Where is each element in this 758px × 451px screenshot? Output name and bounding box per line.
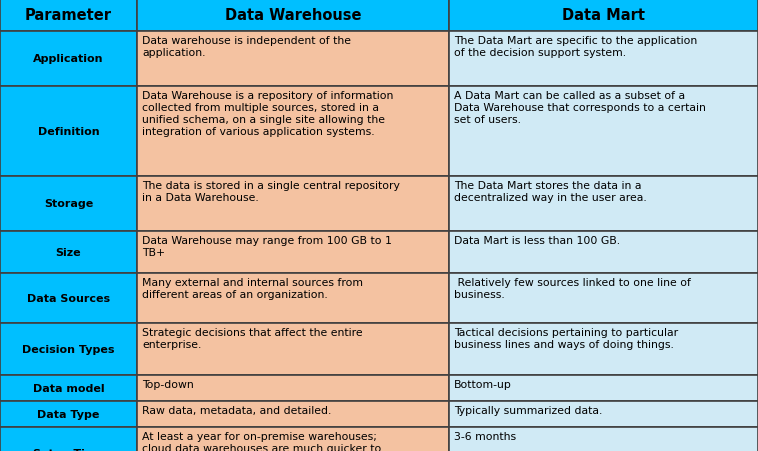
Text: Data Mart is less than 100 GB.: Data Mart is less than 100 GB. — [454, 235, 620, 245]
Text: 3-6 months: 3-6 months — [454, 431, 516, 441]
Text: Definition: Definition — [38, 127, 99, 137]
Text: Decision Types: Decision Types — [22, 344, 114, 354]
Text: Data warehouse is independent of the
application.: Data warehouse is independent of the app… — [142, 36, 351, 58]
Bar — [137, 177, 449, 231]
Bar — [449, 87, 758, 177]
Bar — [137, 32, 449, 87]
Text: Data Warehouse may range from 100 GB to 1
TB+: Data Warehouse may range from 100 GB to … — [142, 235, 392, 258]
Bar — [449, 401, 758, 427]
Text: Bottom-up: Bottom-up — [454, 379, 512, 389]
Text: A Data Mart can be called as a subset of a
Data Warehouse that corresponds to a : A Data Mart can be called as a subset of… — [454, 91, 706, 125]
Bar — [449, 0, 758, 32]
Bar — [0, 177, 137, 231]
Text: Parameter: Parameter — [25, 9, 112, 23]
Text: Size: Size — [55, 248, 81, 258]
Bar — [137, 323, 449, 375]
Text: Top-down: Top-down — [142, 379, 194, 389]
Bar — [0, 0, 137, 32]
Text: Data Sources: Data Sources — [27, 293, 110, 304]
Bar — [0, 323, 137, 375]
Bar — [137, 273, 449, 323]
Bar — [0, 401, 137, 427]
Text: Data model: Data model — [33, 383, 105, 393]
Text: The Data Mart are specific to the application
of the decision support system.: The Data Mart are specific to the applic… — [454, 36, 697, 58]
Bar — [449, 32, 758, 87]
Text: Tactical decisions pertaining to particular
business lines and ways of doing thi: Tactical decisions pertaining to particu… — [454, 327, 678, 349]
Text: Strategic decisions that affect the entire
enterprise.: Strategic decisions that affect the enti… — [142, 327, 362, 349]
Bar — [137, 87, 449, 177]
Bar — [0, 231, 137, 273]
Text: Application: Application — [33, 55, 104, 64]
Bar — [0, 87, 137, 177]
Bar — [449, 231, 758, 273]
Text: Data Type: Data Type — [37, 409, 100, 419]
Text: Typically summarized data.: Typically summarized data. — [454, 405, 603, 415]
Bar — [0, 375, 137, 401]
Bar — [137, 231, 449, 273]
Bar — [137, 401, 449, 427]
Text: Raw data, metadata, and detailed.: Raw data, metadata, and detailed. — [142, 405, 331, 415]
Text: Data Mart: Data Mart — [562, 9, 645, 23]
Bar — [449, 323, 758, 375]
Bar — [449, 375, 758, 401]
Bar — [449, 273, 758, 323]
Text: Many external and internal sources from
different areas of an organization.: Many external and internal sources from … — [142, 277, 363, 299]
Text: At least a year for on-premise warehouses;
cloud data warehouses are much quicke: At least a year for on-premise warehouse… — [142, 431, 381, 451]
Text: Data Warehouse is a repository of information
collected from multiple sources, s: Data Warehouse is a repository of inform… — [142, 91, 393, 137]
Bar — [449, 177, 758, 231]
Bar — [137, 375, 449, 401]
Text: Storage: Storage — [44, 199, 93, 209]
Bar — [0, 427, 137, 451]
Bar — [137, 427, 449, 451]
Text: The Data Mart stores the data in a
decentralized way in the user area.: The Data Mart stores the data in a decen… — [454, 180, 647, 202]
Text: Data Warehouse: Data Warehouse — [225, 9, 362, 23]
Bar — [0, 32, 137, 87]
Bar — [137, 0, 449, 32]
Bar — [449, 427, 758, 451]
Bar — [0, 273, 137, 323]
Text: Setup Time: Setup Time — [33, 448, 104, 451]
Text: Relatively few sources linked to one line of
business.: Relatively few sources linked to one lin… — [454, 277, 691, 299]
Text: The data is stored in a single central repository
in a Data Warehouse.: The data is stored in a single central r… — [142, 180, 400, 202]
